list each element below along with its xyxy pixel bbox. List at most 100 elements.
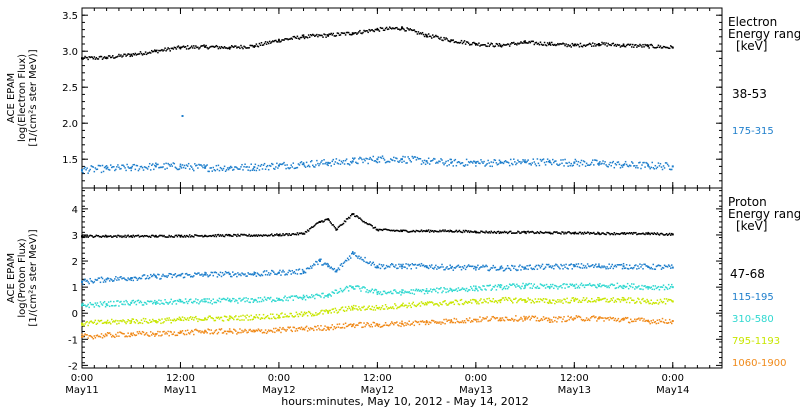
data-point [495, 162, 498, 164]
data-point [280, 234, 282, 237]
data-point [416, 304, 419, 306]
data-point [668, 47, 671, 50]
data-point [365, 308, 367, 311]
data-point [128, 53, 130, 56]
data-point [99, 235, 102, 238]
data-point [180, 301, 183, 303]
data-point [499, 45, 502, 47]
data-point [232, 317, 234, 320]
data-point [212, 332, 215, 335]
data-point [265, 332, 268, 335]
data-point [117, 277, 119, 279]
data-point [583, 161, 586, 163]
data-point [98, 320, 101, 323]
data-point [302, 35, 305, 38]
data-point [313, 225, 315, 228]
data-point [411, 29, 414, 32]
data-point [566, 45, 568, 48]
data-point [597, 317, 600, 320]
data-point [375, 228, 378, 231]
data-point [508, 45, 511, 47]
data-point [600, 163, 602, 165]
data-point [440, 266, 442, 268]
data-point [152, 318, 154, 321]
data-point [546, 231, 549, 234]
data-point [527, 42, 529, 44]
data-point [255, 43, 258, 45]
data-point [500, 265, 503, 267]
data-point [530, 40, 532, 43]
data-point [360, 32, 362, 34]
data-point [578, 266, 581, 268]
data-point [601, 232, 603, 234]
data-point [397, 28, 399, 30]
data-point [329, 162, 331, 164]
data-point [663, 264, 666, 267]
data-point [318, 221, 320, 223]
data-point [508, 164, 511, 167]
data-point [240, 300, 242, 302]
data-point [647, 319, 649, 322]
data-point [484, 317, 486, 320]
data-point [157, 302, 159, 305]
data-point [167, 330, 169, 333]
data-point [86, 279, 88, 282]
data-point [328, 33, 330, 35]
data-point [184, 298, 187, 300]
data-point [513, 158, 515, 160]
data-point [426, 321, 429, 323]
data-point [634, 318, 636, 321]
data-point [340, 224, 343, 226]
data-point [115, 333, 117, 336]
data-point [89, 56, 91, 59]
data-point [296, 296, 299, 298]
data-point [190, 301, 193, 304]
data-point [544, 298, 547, 300]
data-point [226, 271, 229, 274]
data-point [617, 286, 620, 289]
data-point [415, 229, 418, 232]
data-point [605, 267, 607, 270]
data-point [519, 318, 521, 321]
data-point [560, 284, 562, 287]
data-point [603, 42, 605, 44]
data-point [612, 284, 615, 287]
data-point [129, 55, 131, 58]
data-point [146, 275, 149, 277]
data-point [216, 45, 219, 48]
data-point [547, 43, 550, 46]
data-point [205, 235, 207, 237]
data-point [278, 38, 280, 41]
data-point [89, 334, 91, 337]
data-point [396, 321, 398, 323]
data-point [182, 332, 185, 335]
data-point [112, 334, 114, 337]
data-point [577, 263, 580, 265]
data-point [153, 273, 155, 276]
data-point [434, 230, 436, 232]
data-point [228, 167, 231, 169]
data-point [128, 335, 130, 337]
data-point [324, 262, 326, 264]
data-point [298, 313, 301, 315]
data-point [495, 269, 498, 271]
data-point [233, 46, 235, 49]
data-point [659, 265, 662, 267]
data-point [444, 322, 446, 325]
data-point [402, 155, 404, 158]
data-point [141, 54, 144, 56]
data-point [361, 287, 363, 289]
data-point [254, 316, 257, 319]
data-point [592, 42, 594, 44]
data-point [207, 275, 209, 278]
data-point [188, 274, 191, 276]
data-point [598, 285, 600, 288]
data-point [202, 319, 204, 321]
data-point [647, 301, 649, 303]
data-point [157, 163, 159, 166]
data-point [145, 303, 148, 305]
data-point [600, 299, 602, 301]
data-point [100, 236, 103, 238]
x-tick-label-time: 12:00 [166, 373, 195, 384]
